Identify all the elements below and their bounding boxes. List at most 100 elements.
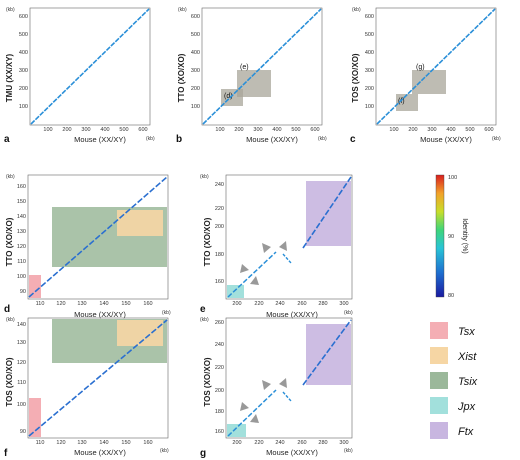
colorbar-tick: 80 — [448, 293, 454, 299]
colorbar-gradient — [435, 174, 445, 298]
x-unit: (kb) — [344, 448, 353, 454]
x-tick: 240 — [275, 301, 284, 307]
x-tick: 160 — [143, 440, 152, 446]
zoom-box-label: (e) — [240, 64, 249, 71]
y-tick: 100 — [19, 104, 28, 110]
y-tick: 140 — [17, 322, 26, 328]
y-tick: 100 — [365, 104, 374, 110]
y-axis-label: TTO (XO/XO) — [177, 53, 186, 102]
arrow-icon — [262, 380, 271, 390]
y-tick: 90 — [20, 429, 26, 435]
panel-c: (kb) (f) (g) 100 200 300 400 500 600 100… — [350, 7, 501, 145]
y-axis-label: TMU (XX/XY) — [5, 53, 14, 102]
x-tick: 300 — [339, 440, 348, 446]
panel-label: d — [4, 304, 10, 315]
plot-frame — [27, 174, 169, 300]
legend-item-tsx: Tsx — [430, 322, 475, 339]
y-tick: 500 — [191, 32, 200, 38]
y-tick: 260 — [215, 320, 224, 326]
panel-label: f — [4, 448, 8, 459]
alignment-diagonal — [202, 8, 322, 125]
x-ticks: 200 220 240 260 280 300 — [232, 440, 348, 446]
colorbar-tick: 90 — [448, 234, 454, 240]
panel-a: (kb) 100 200 300 400 500 600 100 200 300… — [4, 7, 155, 145]
y-tick: 200 — [215, 388, 224, 394]
x-tick: 150 — [121, 301, 130, 307]
x-tick: 200 — [232, 440, 241, 446]
x-axis-label: Mouse (XX/XY) — [74, 135, 126, 144]
alignment-diagonal — [28, 319, 168, 437]
x-ticks: 200 220 240 260 280 300 — [232, 301, 348, 307]
y-tick: 300 — [19, 68, 28, 74]
x-tick: 400 — [446, 127, 455, 133]
y-tick: 200 — [365, 86, 374, 92]
y-tick: 140 — [17, 214, 26, 220]
x-axis-label: Mouse (XX/XY) — [74, 448, 126, 457]
tsx-region — [29, 398, 41, 437]
y-axis-label: TTO (XO/XO) — [5, 217, 14, 266]
y-tick: 130 — [17, 229, 26, 235]
plot-frame — [225, 317, 353, 439]
jpx-region — [227, 424, 246, 437]
legend-swatch — [430, 422, 448, 439]
y-tick: 300 — [365, 68, 374, 74]
panel-label: e — [200, 304, 206, 315]
arrow-icon — [279, 241, 287, 251]
x-tick: 400 — [272, 127, 281, 133]
x-tick: 140 — [99, 301, 108, 307]
y-tick: 180 — [215, 252, 224, 258]
y-tick: 150 — [17, 199, 26, 205]
x-axis-label: Mouse (XX/XY) — [246, 135, 298, 144]
panel-label: g — [200, 448, 206, 459]
arrow-icon — [250, 276, 259, 285]
x-unit: (kb) — [492, 136, 501, 142]
alignment-segment — [282, 391, 292, 402]
y-ticks: 90 100 110 120 130 140 150 160 — [17, 184, 26, 295]
ftx-region — [306, 181, 351, 246]
x-tick: 130 — [77, 440, 86, 446]
x-tick: 600 — [484, 127, 493, 133]
x-tick: 500 — [465, 127, 474, 133]
x-tick: 280 — [318, 301, 327, 307]
y-tick: 120 — [17, 244, 26, 250]
alignment-diagonal — [28, 176, 168, 298]
y-tick: 200 — [19, 86, 28, 92]
y-tick: 600 — [365, 14, 374, 20]
x-tick: 220 — [254, 440, 263, 446]
x-tick: 120 — [56, 301, 65, 307]
x-unit: (kb) — [344, 310, 353, 316]
x-tick: 200 — [408, 127, 417, 133]
plot-frame — [29, 7, 151, 126]
y-tick: 400 — [191, 50, 200, 56]
arrow-icon — [240, 264, 249, 273]
zoom-box-label: (f) — [398, 98, 405, 105]
y-tick: 240 — [215, 182, 224, 188]
x-tick: 500 — [119, 127, 128, 133]
x-tick: 100 — [389, 127, 398, 133]
y-ticks: 160 180 200 220 240 260 — [215, 320, 224, 435]
x-tick: 100 — [215, 127, 224, 133]
y-tick: 110 — [17, 259, 26, 265]
legend-label: Ftx — [458, 426, 474, 438]
alignment-diagonal — [376, 8, 496, 125]
y-unit: (kb) — [6, 7, 15, 13]
legend-label: Tsix — [458, 376, 478, 388]
plot-frame — [201, 7, 323, 126]
x-tick: 120 — [56, 440, 65, 446]
y-tick: 200 — [215, 224, 224, 230]
y-tick: 160 — [17, 184, 26, 190]
legend-label: Jpx — [457, 401, 476, 413]
zoom-box-f — [396, 94, 418, 111]
arrow-icon — [250, 414, 259, 423]
legend-swatch — [430, 347, 448, 364]
colorbar-title: Identity (%) — [461, 218, 468, 253]
plot-frame — [27, 317, 169, 439]
x-tick: 110 — [36, 301, 45, 307]
y-tick: 100 — [17, 274, 26, 280]
x-tick: 400 — [100, 127, 109, 133]
panel-label: c — [350, 134, 356, 145]
x-tick: 200 — [62, 127, 71, 133]
x-ticks: 100 200 300 400 500 600 — [389, 127, 493, 133]
x-unit: (kb) — [160, 448, 169, 454]
panel-label: a — [4, 134, 10, 145]
